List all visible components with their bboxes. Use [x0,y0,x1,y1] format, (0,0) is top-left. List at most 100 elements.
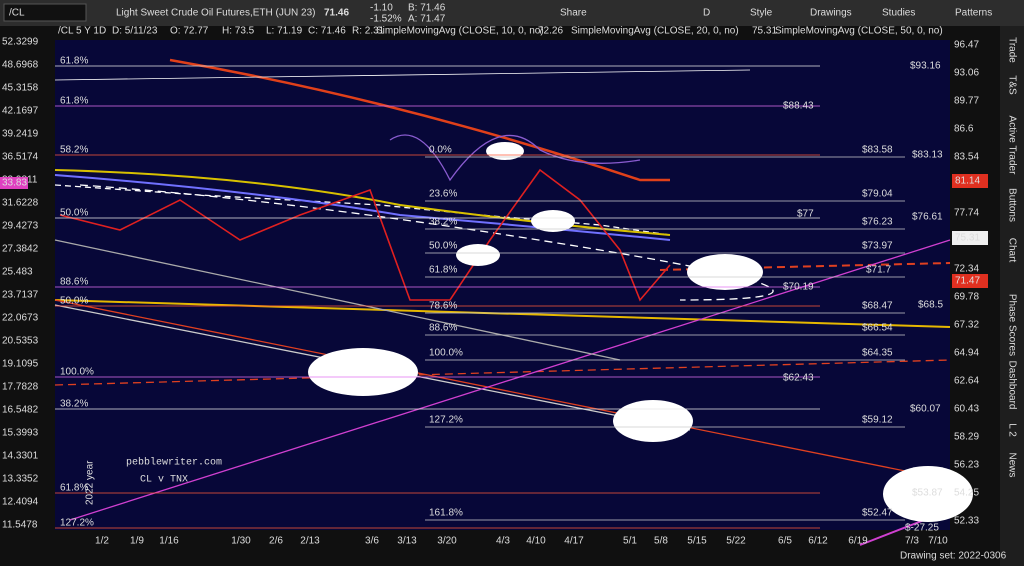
fib-left-label: 61.8% [60,96,88,107]
date-label: 6/12 [808,536,828,547]
level-label: $-27.25 [905,523,939,534]
level-label: $62.43 [783,373,814,384]
side-tab[interactable]: L 2 [1006,423,1017,437]
left-axis-label: 16.5482 [2,405,39,416]
ask: A: 71.47 [408,14,446,25]
date-label: 5/22 [726,536,746,547]
right-axis-label: 86.6 [954,124,974,135]
fib-mid-label: 100.0% [429,348,463,359]
date-label: 1/9 [130,536,144,547]
toolbar-button[interactable]: Style [750,8,773,19]
right-axis-label: 52.33 [954,516,979,527]
date-label: 4/3 [496,536,510,547]
toolbar-button[interactable]: Patterns [955,8,992,19]
left-axis-label: 27.3842 [2,244,39,255]
change-pct: -1.52% [370,14,402,25]
date-label: 4/10 [526,536,546,547]
left-axis-label: 29.4273 [2,221,39,232]
fib-mid-label: 127.2% [429,415,463,426]
date-label: 2/13 [300,536,320,547]
fib-left-label: 58.2% [60,145,88,156]
side-tab[interactable]: Phase Scores [1006,294,1017,356]
legend-item: C: 71.46 [308,26,346,37]
level-label: $66.54 [862,323,893,334]
date-label: 4/17 [564,536,584,547]
right-axis-label: 54.25 [954,488,979,499]
legend-item: SimpleMovingAvg (CLOSE, 50, 0, no) [775,26,943,37]
left-axis-label: 52.3299 [2,37,39,48]
right-axis-label: 62.64 [954,376,979,387]
legend-item: L: 71.19 [266,26,303,37]
price-marker-bg [952,174,988,188]
left-axis-label: 14.3301 [2,451,39,462]
left-axis-label: 23.7137 [2,290,39,301]
fib-mid-label: 0.0% [429,145,452,156]
date-label: 7/3 [905,536,919,547]
level-label: $88.43 [783,101,814,112]
side-tab[interactable]: News [1006,452,1017,477]
right-axis-label: 83.54 [954,152,979,163]
fib-left-label: 127.2% [60,518,94,529]
right-axis-label: 56.23 [954,460,979,471]
level-label: $64.35 [862,348,893,359]
legend-item: D: 5/11/23 [112,26,158,37]
year: 2022 year [85,460,96,505]
right-axis-label: 64.94 [954,348,979,359]
level-label: $70.19 [783,282,814,293]
date-label: 2/6 [269,536,283,547]
level-label: $79.04 [862,189,893,200]
level-label: $77 [797,209,814,220]
side-tab[interactable]: Trade [1006,37,1017,63]
level-label: $76.61 [912,212,943,223]
highlight-ellipses [308,142,973,522]
left-axis-label: 20.5353 [2,336,39,347]
plot-area [55,40,950,530]
price-marker-bg [952,231,988,245]
left-axis-label: 17.7828 [2,382,39,393]
legend-item: SimpleMovingAvg (CLOSE, 20, 0, no) [571,26,739,37]
side-tab[interactable]: T&S [1006,75,1017,95]
price-marker-bg [952,274,988,288]
date-label: 3/6 [365,536,379,547]
fib-mid-label: 61.8% [429,265,457,276]
side-tab[interactable]: Buttons [1006,188,1017,222]
price-marker: 75.31 [955,233,980,244]
date-label: 5/15 [687,536,707,547]
level-label: $73.97 [862,241,893,252]
symbol-box[interactable] [3,3,87,22]
left-axis-label: 11.5478 [2,520,38,531]
right-axis-label: 89.77 [954,96,979,107]
legend-item: H: 73.5 [222,26,255,37]
price-marker: 71.47 [955,276,980,287]
side-bar [1000,26,1024,566]
level-label: $76.23 [862,217,893,228]
side-tab[interactable]: Chart [1006,238,1017,263]
date-label: 5/1 [623,536,637,547]
toolbar-button[interactable]: D [703,8,710,19]
legend-item: 75.31 [752,26,777,37]
fib-mid-label: 50.0% [429,241,457,252]
toolbar-button[interactable]: Share [560,8,587,19]
level-label: $71.7 [866,265,891,276]
fib-left-label: 61.8% [60,483,88,494]
level-label: $83.13 [912,150,943,161]
fib-left-label: 50.0% [60,296,88,307]
level-label: $93.16 [910,61,941,72]
left-axis-label: 25.483 [2,267,33,278]
date-label: 1/30 [231,536,251,547]
fib-left-label: 88.6% [60,277,88,288]
side-tab[interactable]: Dashboard [1006,361,1017,410]
side-tab[interactable]: Active Trader [1006,116,1017,176]
legend-item: R: 2.31 [352,26,385,37]
left-marker-bg [0,177,28,189]
left-axis-label: 42.1697 [2,106,39,117]
legend-item: /CL 5 Y 1D [58,26,106,37]
fib-left-label: 61.8% [60,56,88,67]
left-axis-label: 12.4094 [2,497,39,508]
fib-mid-label: 78.6% [429,301,457,312]
toolbar-button[interactable]: Studies [882,8,915,19]
toolbar-button[interactable]: Drawings [810,8,852,19]
level-label: $68.5 [918,300,943,311]
legend-item: O: 72.77 [170,26,209,37]
